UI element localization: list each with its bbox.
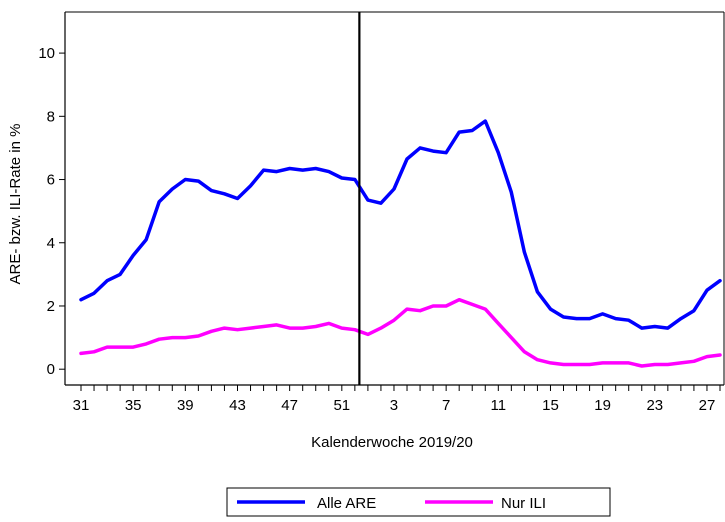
x-tick-label: 51 <box>333 397 350 414</box>
x-tick-label: 31 <box>73 397 90 414</box>
legend: Alle ARE Nur ILI <box>226 487 611 517</box>
y-tick-label: 6 <box>47 172 55 189</box>
series-line-nur-ili <box>79 297 722 368</box>
x-tick-label: 27 <box>699 397 716 414</box>
y-tick-label: 0 <box>47 361 55 378</box>
series-layer <box>79 119 722 368</box>
x-tick-label: 39 <box>177 397 194 414</box>
y-tick-label: 4 <box>47 235 55 252</box>
x-tick-label: 7 <box>442 397 450 414</box>
y-tick-label: 2 <box>47 298 55 315</box>
x-tick-label: 19 <box>594 397 611 414</box>
x-tick-label: 23 <box>646 397 663 414</box>
y-tick-label: 8 <box>47 108 55 125</box>
x-tick-label: 43 <box>229 397 246 414</box>
y-tick-label: 10 <box>38 45 55 62</box>
x-tick-label: 11 <box>491 397 507 414</box>
x-tick-label: 3 <box>390 397 398 414</box>
series-line-alle-are <box>79 119 722 330</box>
x-tick-label: 35 <box>125 397 142 414</box>
x-tick-label: 15 <box>542 397 559 414</box>
x-axis-label: Kalenderwoche 2019/20 <box>311 434 473 451</box>
x-tick-label: 47 <box>281 397 298 414</box>
y-axis-label: ARE- bzw. ILI-Rate in % <box>7 124 24 285</box>
legend-label: Nur ILI <box>501 495 546 512</box>
axes-layer: 0 2 4 6 8 10 31 35 39 43 47 51 3 7 11 15 19 23 27 <box>38 11 725 414</box>
legend-label: Alle ARE <box>317 495 376 512</box>
